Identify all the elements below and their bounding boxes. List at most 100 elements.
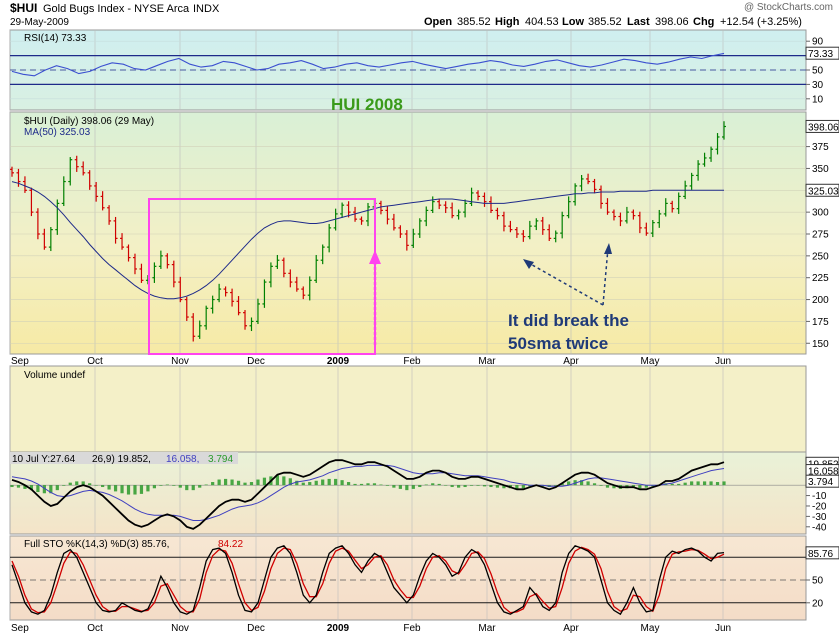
sto-legend: Full STO %K(14,3) %D(3) 85.76, [24, 539, 169, 550]
month-label-bottom-0: Sep [11, 623, 29, 634]
price-bar-110 [722, 121, 726, 140]
price-bar-55 [366, 202, 370, 227]
macd-hist-bar-63 [418, 485, 422, 488]
price-bar-36 [243, 310, 248, 330]
macd-hist-bar-107 [702, 481, 707, 486]
macd-hist-bar-93 [612, 485, 616, 489]
price-bar-3 [29, 187, 34, 217]
hist-last-tag: 3.794 [808, 477, 833, 488]
price-bar-94 [618, 212, 623, 227]
price-bar-67 [443, 201, 448, 214]
price-bar-91 [599, 185, 604, 209]
macd-hist-bar-37 [249, 482, 254, 486]
price-bar-74 [488, 196, 493, 214]
macd-tick--20: -20 [812, 501, 827, 512]
month-label-top-1: Oct [87, 356, 103, 367]
price-bar-22 [152, 262, 157, 283]
macd-hist-bar-65 [431, 483, 435, 486]
month-label-top-7: Apr [563, 356, 579, 367]
macd-hist-bar-29 [198, 485, 202, 488]
price-tick-200: 200 [812, 295, 829, 306]
high-label: High [495, 16, 520, 28]
month-axis-top: Sep Oct Nov Dec 2009 Feb Mar Apr May Jun [11, 356, 731, 367]
price-bar-35 [236, 296, 241, 316]
price-bar-48 [320, 244, 325, 265]
macd-hist-bar-22 [152, 485, 156, 489]
month-label-top-3: Dec [247, 356, 265, 367]
price-bar-87 [573, 183, 578, 206]
macd-hist-bar-99 [651, 485, 655, 487]
month-label-bottom-6: Mar [478, 623, 496, 634]
month-label-top-4: 2009 [327, 356, 350, 367]
price-bar-40 [268, 262, 273, 288]
price-panel [9, 111, 807, 355]
ma-last-tag: 325.03 [808, 186, 839, 197]
open-label: Open [424, 16, 452, 28]
month-label-bottom-2: Nov [171, 623, 189, 634]
macd-hist-bar-69 [457, 485, 461, 488]
month-label-bottom-7: Apr [563, 623, 579, 634]
price-bar-43 [288, 269, 293, 288]
annotation-note-line2: 50sma twice [508, 334, 608, 353]
month-axis-bottom: Sep Oct Nov Dec 2009 Feb Mar Apr May Jun [11, 623, 731, 634]
macd-hist-bar-48 [321, 479, 325, 486]
price-bar-49 [327, 223, 332, 253]
macd-hist-bar-45 [301, 482, 305, 486]
ma50-line [11, 181, 724, 300]
high-value: 404.53 [525, 16, 559, 28]
rsi-tick-10: 10 [812, 94, 824, 105]
price-bar-20 [139, 263, 144, 283]
price-tick-375: 375 [812, 142, 829, 153]
price-bar-27 [184, 296, 189, 321]
price-bar-60 [398, 225, 403, 238]
macd-hist-bar-34 [230, 479, 234, 486]
macd-hist-bar-92 [605, 485, 610, 488]
price-bar-68 [450, 202, 455, 219]
price-bar-66 [437, 199, 442, 210]
month-label-bottom-3: Dec [247, 623, 265, 634]
price-bar-30 [204, 305, 209, 330]
price-bar-64 [424, 206, 429, 227]
watermark: @ StockCharts.com [744, 2, 833, 13]
rsi-layer [10, 40, 806, 100]
price-bar-80 [527, 220, 532, 240]
price-legend: $HUI (Daily) 398.06 (29 May) [24, 116, 154, 127]
macd-hist-bar-21 [146, 485, 150, 492]
rsi-tick-30: 30 [812, 80, 824, 91]
macd-hist-bar-18 [126, 485, 131, 495]
price-bar-101 [663, 198, 668, 217]
price-bar-86 [566, 196, 571, 219]
macd-hist-bar-30 [204, 484, 208, 486]
rsi-line [11, 52, 725, 77]
macd-hist-bar-33 [224, 478, 228, 486]
macd-hist-bar-19 [133, 485, 137, 495]
macd-hist-bar-32 [217, 479, 221, 486]
macd-hist-bar-97 [638, 485, 642, 489]
macd-hist-bar-104 [683, 482, 687, 486]
macd-hist-bar-109 [715, 482, 720, 486]
macd-hist-bar-76 [502, 485, 506, 489]
macd-hist-bar-98 [644, 485, 648, 488]
price-tick-225: 225 [812, 273, 829, 284]
macd-hist-bar-1 [16, 485, 21, 488]
hist-last-tag-box [805, 474, 839, 488]
rsi-tick-90: 90 [812, 37, 824, 48]
price-bar-46 [307, 276, 312, 301]
macd-hist-bar-78 [515, 485, 519, 489]
macd-hist-bar-55 [366, 483, 370, 486]
price-bar-89 [586, 173, 591, 185]
macd-hist-bar-80 [528, 485, 532, 487]
macd-hist-bar-46 [308, 482, 312, 486]
sto-tick-20: 20 [812, 598, 824, 609]
macd-hist-bar-7 [55, 485, 59, 491]
macd-hist-bar-10 [75, 481, 79, 486]
price-bar-100 [657, 209, 662, 228]
price-bar-31 [210, 295, 215, 314]
price-bar-33 [223, 286, 228, 297]
month-label-bottom-8: May [641, 623, 660, 634]
macd-hist-bar-64 [424, 484, 428, 486]
price-bar-17 [120, 233, 125, 250]
price-bar-57 [378, 200, 383, 215]
price-last-tag-box [805, 119, 839, 133]
